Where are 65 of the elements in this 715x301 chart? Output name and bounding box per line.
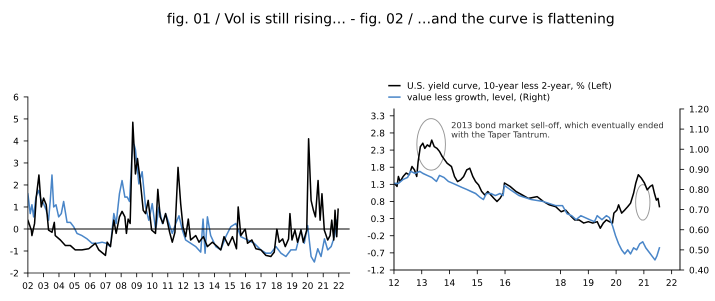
x-tick-label: 22 xyxy=(666,279,676,286)
x-tick-label: 18 xyxy=(272,282,282,290)
y-tick-label: 6 xyxy=(14,94,18,100)
x-tick-label: 13 xyxy=(416,279,427,286)
x-tick-label: 19 xyxy=(584,279,594,286)
y2-tick-label: 0.70 xyxy=(690,206,708,214)
y2-tick-label: 1.10 xyxy=(690,126,708,133)
y-tick-label: 1.3 xyxy=(372,181,384,188)
line-series xyxy=(394,170,660,261)
legend-label: U.S. yield curve, 10-year less 2-year, % (Left) xyxy=(408,82,611,91)
x-tick-label: 22 xyxy=(334,282,344,289)
annotation: 2013 bond market sell-off, which eventually ended with the Taper Tantrum. xyxy=(452,122,663,140)
x-tick-label: 15 xyxy=(225,282,235,290)
y-tick-label: 5 xyxy=(14,116,18,122)
x-tick-label: 12 xyxy=(178,282,188,289)
y2-tick-label: 1.20 xyxy=(690,106,708,113)
x-tick-label: 14 xyxy=(444,279,455,286)
y-tick-label: -0.2 xyxy=(368,232,384,240)
x-tick-label: 16 xyxy=(500,279,510,286)
y-tick-label: 4 xyxy=(14,138,18,144)
chart-title: fig. 02 / …and the curve is flattening xyxy=(360,12,614,26)
x-tick-label: 04 xyxy=(54,282,64,290)
x-tick-label: 14 xyxy=(210,282,220,289)
y-tick-label: 0.8 xyxy=(371,198,384,206)
y-tick-label: 1.8 xyxy=(372,164,384,171)
y-tick-label: 2.8 xyxy=(371,130,384,137)
y2-tick-label: 0.50 xyxy=(690,246,708,254)
x-tick-label: 02 xyxy=(22,282,33,290)
y-tick-label: -1 xyxy=(10,248,18,254)
y-tick-label: 0.3 xyxy=(371,215,384,222)
y-tick-label: 3.3 xyxy=(371,112,384,120)
y2-tick-label: 0.60 xyxy=(690,226,708,234)
y-tick-label: 1 xyxy=(14,204,18,210)
y2-tick-label: 0.90 xyxy=(690,166,708,173)
x-tick-label: 16 xyxy=(240,282,251,290)
x-tick-label: 08 xyxy=(116,282,126,290)
y-tick-label: -2 xyxy=(10,270,18,276)
y2-tick-label: 0.40 xyxy=(690,266,708,274)
x-tick-label: 05 xyxy=(69,282,80,290)
x-tick-label: 18 xyxy=(556,279,566,286)
x-tick-label: 17 xyxy=(256,282,266,289)
x-tick-label: 11 xyxy=(163,282,173,289)
x-tick-label: 10 xyxy=(147,282,158,290)
x-tick-label: 06 xyxy=(84,282,96,290)
chart-title: fig. 01 / Vol is still rising… - xyxy=(167,12,355,26)
y-tick-label: 2 xyxy=(14,182,18,188)
y2-tick-label: 0.80 xyxy=(690,186,708,194)
y2-tick-label: 1.00 xyxy=(690,146,708,153)
x-tick-label: 21 xyxy=(638,279,649,286)
x-tick-label: 03 xyxy=(38,282,48,290)
x-tick-label: 21 xyxy=(318,282,328,289)
y-tick-label: -0.7 xyxy=(368,250,384,256)
y-tick-label: 0 xyxy=(14,226,18,233)
x-tick-label: 07 xyxy=(100,282,111,290)
x-tick-label: 13 xyxy=(194,282,204,290)
y-tick-label: 3 xyxy=(14,160,18,167)
y-tick-label: 2.3 xyxy=(371,146,384,154)
legend-label: value less growth, level, (Right) xyxy=(407,93,550,102)
x-tick-label: 19 xyxy=(287,282,298,290)
x-tick-label: 15 xyxy=(472,279,482,286)
x-tick-label: 20 xyxy=(302,282,313,290)
x-tick-label: 20 xyxy=(611,279,622,286)
y-tick-label: -1.2 xyxy=(368,266,384,274)
x-tick-label: 12 xyxy=(389,279,399,286)
x-tick-label: 09 xyxy=(132,282,142,290)
